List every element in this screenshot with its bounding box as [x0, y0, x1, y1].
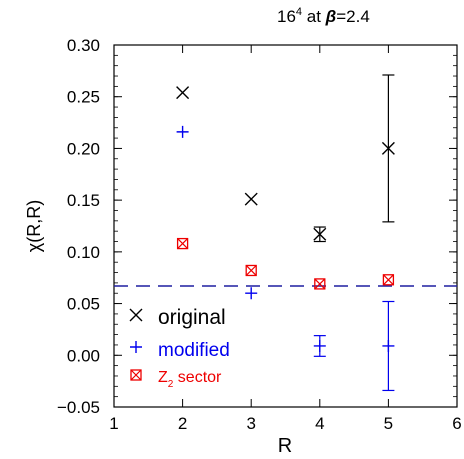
legend-marker-boxed-x-cross [130, 369, 142, 381]
point-modified [176, 125, 189, 138]
x-tick-label: 6 [452, 414, 461, 433]
y-tick-label: 0.30 [67, 36, 100, 55]
axis-ticks: 1 2 3 4 5 6 −0.05 0.00 0.05 0.10 0.15 0.20 0.25 0.30 [57, 36, 462, 433]
legend-marker-x [129, 308, 143, 322]
x-tick-label: 5 [384, 414, 393, 433]
point-z2-sector [176, 237, 189, 250]
y-tick-label: 0.10 [67, 243, 100, 262]
x-axis-label: R [278, 435, 292, 457]
x-tick-label: 2 [178, 414, 187, 433]
legend-item-z2-sector: Z2 sector [130, 369, 222, 390]
x-tick-label: 1 [109, 414, 118, 433]
point-modified [382, 339, 395, 352]
y-tick-label: 0.05 [67, 295, 100, 314]
plot-frame [113, 44, 458, 408]
point-original [244, 192, 258, 206]
point-modified [245, 287, 258, 300]
point-original [176, 86, 190, 100]
point-z2-sector-cross [314, 278, 326, 290]
y-axis-label: χ(R,R) [24, 200, 44, 252]
legend-label-modified: modified [158, 340, 230, 361]
legend: original modified Z2 sector [129, 306, 230, 390]
y-tick-label: 0.00 [67, 346, 100, 365]
y-tick-label: −0.05 [57, 398, 100, 417]
point-z2-sector-cross [245, 265, 257, 276]
point-z2-sector [314, 278, 326, 290]
chart-title: 164 at β=2.4 [277, 6, 370, 26]
legend-marker-boxed-x [130, 369, 142, 381]
y-tick-label: 0.25 [67, 88, 100, 107]
x-tick-label: 4 [315, 414, 324, 433]
legend-label-original: original [158, 306, 226, 329]
y-tick-label: 0.20 [67, 139, 100, 158]
point-z2-sector [382, 274, 395, 286]
data-points [176, 74, 395, 392]
x-tick-label: 3 [246, 414, 255, 433]
point-z2-sector [245, 264, 257, 277]
point-modified [313, 339, 326, 352]
point-original [381, 141, 395, 155]
point-z2-sector-cross [177, 238, 189, 250]
point-z2-sector-cross [382, 274, 394, 286]
y-tick-label: 0.15 [67, 191, 100, 210]
legend-label-z2-sector: Z2 sector [158, 369, 222, 390]
legend-item-modified: modified [130, 340, 230, 361]
legend-marker-plus [130, 341, 142, 353]
point-original [313, 227, 327, 241]
legend-item-original: original [129, 306, 226, 329]
